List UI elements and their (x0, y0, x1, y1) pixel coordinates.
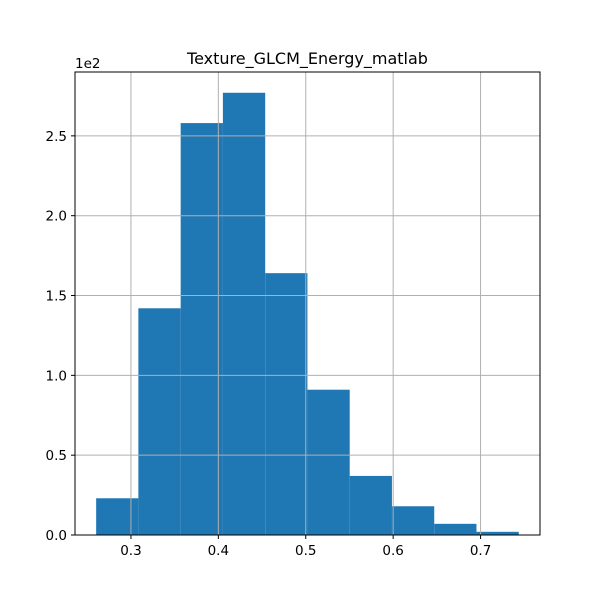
y-tick-label: 1.0 (46, 368, 67, 384)
y-tick-label: 0.5 (46, 448, 67, 464)
axes-layer (74, 71, 541, 536)
histogram-bar (96, 498, 139, 535)
histogram-bar (349, 475, 392, 535)
histogram-bar (434, 523, 477, 535)
histogram-bar (222, 92, 266, 535)
histogram-bar (180, 123, 223, 535)
plot-frame (74, 71, 541, 536)
histogram-bar (307, 389, 350, 535)
y-tick-label: 0.0 (46, 528, 67, 544)
bars-layer (96, 92, 519, 535)
x-tick-label: 0.3 (120, 543, 141, 559)
y-axis-offset-label: 1e2 (75, 56, 100, 72)
x-tick-label: 0.7 (470, 543, 491, 559)
x-tick-label: 0.5 (295, 543, 316, 559)
x-tick-label: 0.4 (208, 543, 229, 559)
chart-title: Texture_GLCM_Energy_matlab (186, 49, 428, 69)
ticks-layer: 0.3 0.4 0.5 0.6 0.7 0.0 0.5 1.0 1.5 2.0 2.5 (46, 129, 492, 559)
y-tick-label: 1.5 (46, 289, 67, 305)
y-tick-label: 2.0 (46, 209, 67, 225)
y-tick-label: 2.5 (46, 129, 67, 145)
histogram-bar (391, 506, 435, 535)
histogram-bar (138, 308, 181, 535)
x-tick-label: 0.6 (382, 543, 403, 559)
histogram-bar (476, 531, 519, 535)
histogram-bar (265, 273, 308, 535)
